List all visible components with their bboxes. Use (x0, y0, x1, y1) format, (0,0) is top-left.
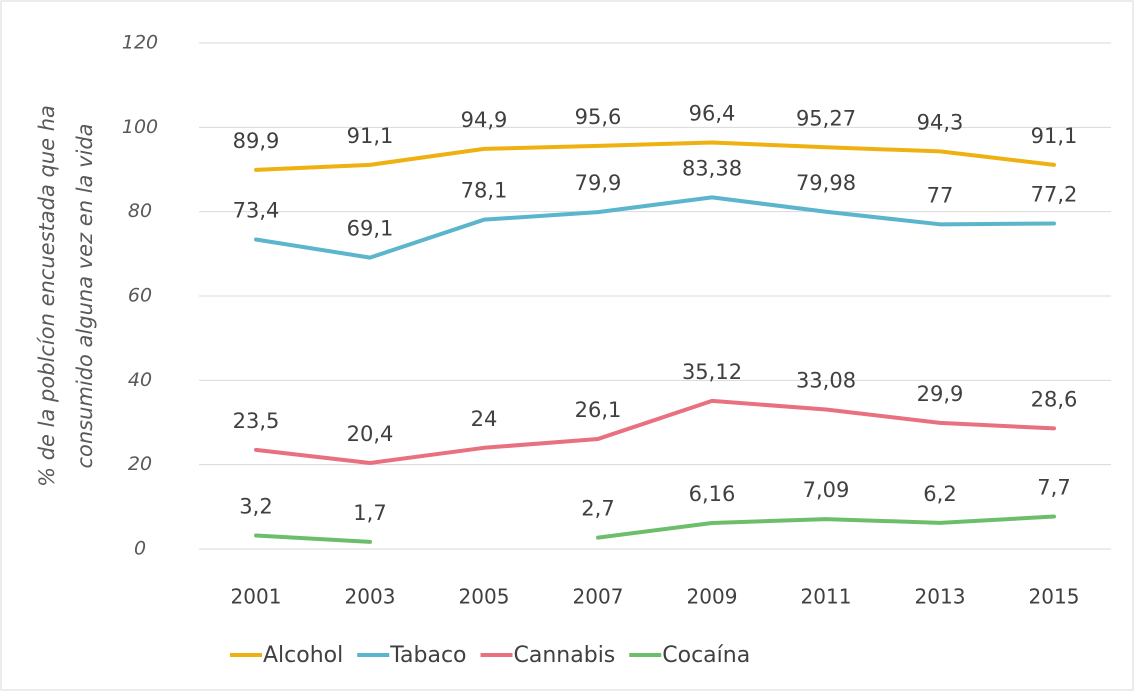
data-label: 24 (471, 407, 498, 431)
x-tick-label: 2003 (345, 585, 396, 609)
data-label: 7,7 (1037, 476, 1070, 500)
data-label: 83,38 (682, 156, 742, 180)
data-label: 91,1 (347, 124, 394, 148)
data-label: 23,5 (233, 409, 280, 433)
series-line (254, 514, 1056, 544)
x-tick-label: 2015 (1029, 585, 1080, 609)
y-tick-label: 120 (122, 32, 158, 54)
data-label: 95,6 (575, 105, 622, 129)
data-label: 79,98 (796, 171, 856, 195)
data-label: 7,09 (803, 478, 850, 502)
x-tick-label: 2005 (459, 585, 510, 609)
series-line (254, 140, 1056, 172)
data-label: 77,2 (1031, 182, 1078, 206)
x-tick-label: 2009 (687, 585, 738, 609)
data-label: 6,16 (689, 482, 736, 506)
data-label: 28,6 (1031, 387, 1078, 411)
x-tick-label: 2013 (915, 585, 966, 609)
series-line (254, 398, 1056, 465)
series-line (254, 195, 1056, 260)
data-label: 1,7 (353, 501, 386, 525)
y-tick-label: 0 (134, 538, 146, 560)
data-label: 6,2 (923, 482, 956, 506)
data-label: 95,27 (796, 106, 856, 130)
data-label: 94,9 (461, 108, 508, 132)
data-label: 3,2 (239, 495, 272, 519)
y-tick-label: 100 (122, 116, 158, 138)
legend-label: Alcohol (263, 643, 343, 668)
data-label: 20,4 (347, 422, 394, 446)
data-label: 94,3 (917, 110, 964, 134)
legend-label: Tabaco (389, 643, 466, 668)
y-axis-label: consumido alguna vez en la vida (73, 123, 97, 468)
legend-label: Cannabis (514, 643, 616, 668)
data-label: 73,4 (233, 198, 280, 222)
y-tick-label: 60 (128, 285, 152, 307)
data-label: 91,1 (1031, 124, 1078, 148)
y-tick-label: 80 (128, 200, 152, 222)
x-tick-label: 2007 (573, 585, 624, 609)
data-label: 35,12 (682, 360, 742, 384)
data-label: 78,1 (461, 179, 508, 203)
y-tick-label: 40 (128, 369, 152, 391)
x-tick-label: 2011 (801, 585, 852, 609)
x-tick-label: 2001 (231, 585, 282, 609)
data-label: 96,4 (689, 102, 736, 126)
y-tick-label: 20 (128, 453, 152, 475)
data-label: 89,9 (233, 129, 280, 153)
y-axis-label: % de la poblcíon encuestada que ha (35, 105, 59, 487)
data-label: 33,08 (796, 369, 856, 393)
legend-label: Cocaína (662, 643, 750, 668)
data-label: 26,1 (575, 398, 622, 422)
data-label: 69,1 (347, 217, 394, 241)
data-label: 79,9 (575, 171, 622, 195)
data-label: 29,9 (917, 382, 964, 406)
data-label: 2,7 (581, 497, 614, 521)
data-label: 77 (927, 183, 954, 207)
